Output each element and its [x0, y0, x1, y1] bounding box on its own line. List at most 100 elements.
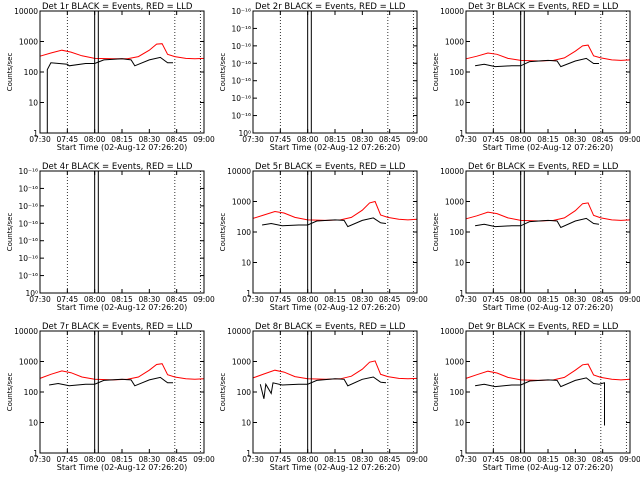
y-tick-label: 10000	[440, 327, 464, 336]
x-tick-label: 08:30	[565, 135, 587, 144]
x-tick-label: 09:00	[406, 135, 428, 144]
y-tick-label: 10000	[440, 7, 464, 16]
y-tick-label: 10000	[14, 327, 38, 336]
lld-series-line	[465, 363, 631, 381]
axes-frame	[465, 170, 631, 294]
y-tick-label: 10000	[227, 327, 251, 336]
events-series-line	[46, 56, 173, 133]
y-tick-label: 100	[237, 228, 252, 237]
y-tick-label: 10⁻¹⁶	[231, 59, 251, 68]
y-tick-label: 10⁻¹⁶	[231, 24, 251, 33]
events-series-line	[475, 57, 599, 68]
y-tick-label: 100	[450, 68, 465, 77]
y-tick-label: 100	[24, 388, 39, 397]
x-tick-label: 08:15	[324, 295, 346, 304]
y-tick-label: 10⁻¹⁶	[18, 254, 38, 263]
x-tick-label: 08:00	[84, 295, 106, 304]
x-tick-label: 08:45	[379, 135, 401, 144]
y-tick-label: 1	[246, 449, 251, 458]
y-tick-label: 10⁻¹⁶	[18, 237, 38, 246]
x-axis-label: Start Time (02-Aug-12 07:26:20)	[57, 303, 188, 312]
x-axis-label: Start Time (02-Aug-12 07:26:20)	[270, 303, 401, 312]
y-axis-label: Counts/sec	[6, 213, 14, 252]
x-tick-label: 08:45	[592, 455, 614, 464]
y-axis-label: Counts/sec	[219, 373, 227, 412]
y-tick-label: 10⁻¹⁶	[231, 77, 251, 86]
x-tick-label: 07:45	[57, 135, 79, 144]
y-tick-label: 10⁻¹⁶	[18, 272, 38, 281]
x-tick-label: 08:45	[166, 455, 188, 464]
x-tick-label: 09:00	[406, 295, 428, 304]
panel-det-2: Det 2r BLACK = Events, RED = LLD 07:30 07:…	[219, 2, 428, 152]
x-tick-label: 09:00	[193, 455, 215, 464]
panel-det-9: Det 9r BLACK = Events, RED = LLD 07:30 07:…	[432, 322, 640, 472]
x-tick-label: 08:15	[324, 455, 346, 464]
y-tick-label: 1000	[445, 38, 464, 47]
panel-det-8: Det 8r BLACK = Events, RED = LLD 07:30 07:…	[219, 322, 428, 472]
x-tick-label: 08:00	[297, 135, 319, 144]
y-tick-label: 1	[246, 289, 251, 298]
y-axis-label: Counts/sec	[432, 373, 440, 412]
x-tick-label: 08:30	[352, 455, 374, 464]
panel-title: Det 5r BLACK = Events, RED = LLD	[255, 162, 406, 172]
y-axis-label: Counts/sec	[219, 213, 227, 252]
y-tick-label: 1	[459, 289, 464, 298]
axes-frame	[39, 170, 205, 294]
y-tick-label: 10⁻¹⁶	[231, 112, 251, 121]
x-tick-label: 07:30	[455, 295, 477, 304]
axes-frame	[252, 170, 418, 294]
x-tick-label: 08:45	[166, 295, 188, 304]
x-tick-label: 07:45	[483, 295, 505, 304]
lld-series-line	[465, 44, 631, 62]
x-tick-label: 08:30	[139, 455, 161, 464]
y-tick-label: 10⁻¹⁶	[18, 202, 38, 211]
x-tick-label: 08:30	[352, 135, 374, 144]
x-tick-label: 08:15	[111, 455, 133, 464]
y-tick-label: 100	[450, 228, 465, 237]
x-axis-label: Start Time (02-Aug-12 07:26:20)	[57, 143, 188, 152]
panel-det-5: Det 5r BLACK = Events, RED = LLD 07:30 07:…	[219, 162, 428, 312]
x-tick-label: 07:30	[242, 135, 264, 144]
x-tick-label: 08:15	[111, 135, 133, 144]
x-axis-label: Start Time (02-Aug-12 07:26:20)	[483, 303, 614, 312]
lld-series-line	[252, 200, 418, 221]
panel-det-7: Det 7r BLACK = Events, RED = LLD 07:30 07:…	[6, 322, 215, 472]
x-tick-label: 08:15	[111, 295, 133, 304]
y-tick-label: 10⁻¹⁶	[18, 167, 38, 176]
x-tick-label: 07:30	[242, 295, 264, 304]
y-tick-label: 100	[24, 68, 39, 77]
panel-title: Det 3r BLACK = Events, RED = LLD	[468, 2, 619, 12]
x-tick-label: 07:30	[455, 135, 477, 144]
axes-frame	[39, 330, 205, 454]
x-tick-label: 07:45	[270, 455, 292, 464]
events-series-line	[49, 376, 173, 387]
x-tick-label: 08:30	[139, 135, 161, 144]
panel-title: Det 9r BLACK = Events, RED = LLD	[468, 322, 619, 332]
x-tick-label: 08:00	[84, 455, 106, 464]
x-tick-label: 09:00	[619, 455, 640, 464]
lld-series-line	[465, 202, 631, 222]
x-tick-label: 08:00	[297, 455, 319, 464]
y-tick-label: 10	[28, 419, 38, 428]
x-axis-label: Start Time (02-Aug-12 07:26:20)	[57, 463, 188, 472]
x-tick-label: 08:00	[84, 135, 106, 144]
y-tick-label: 10000	[440, 167, 464, 176]
x-tick-label: 07:30	[29, 295, 51, 304]
panel-title: Det 1r BLACK = Events, RED = LLD	[42, 2, 193, 12]
y-tick-label: 1	[33, 129, 38, 138]
x-tick-label: 08:45	[166, 135, 188, 144]
y-tick-label: 10	[454, 419, 464, 428]
y-tick-label: 1000	[445, 198, 464, 207]
axes-frame	[252, 330, 418, 454]
y-tick-label: 100	[450, 388, 465, 397]
y-tick-label: 10	[241, 419, 251, 428]
panel-title: Det 2r BLACK = Events, RED = LLD	[255, 2, 406, 12]
events-series-line	[475, 377, 605, 426]
y-tick-label: 1	[459, 129, 464, 138]
x-tick-label: 07:45	[270, 135, 292, 144]
y-tick-label: 10000	[227, 167, 251, 176]
panel-title: Det 8r BLACK = Events, RED = LLD	[255, 322, 406, 332]
y-tick-label: 10⁻¹⁶	[18, 184, 38, 193]
x-tick-label: 07:45	[483, 455, 505, 464]
